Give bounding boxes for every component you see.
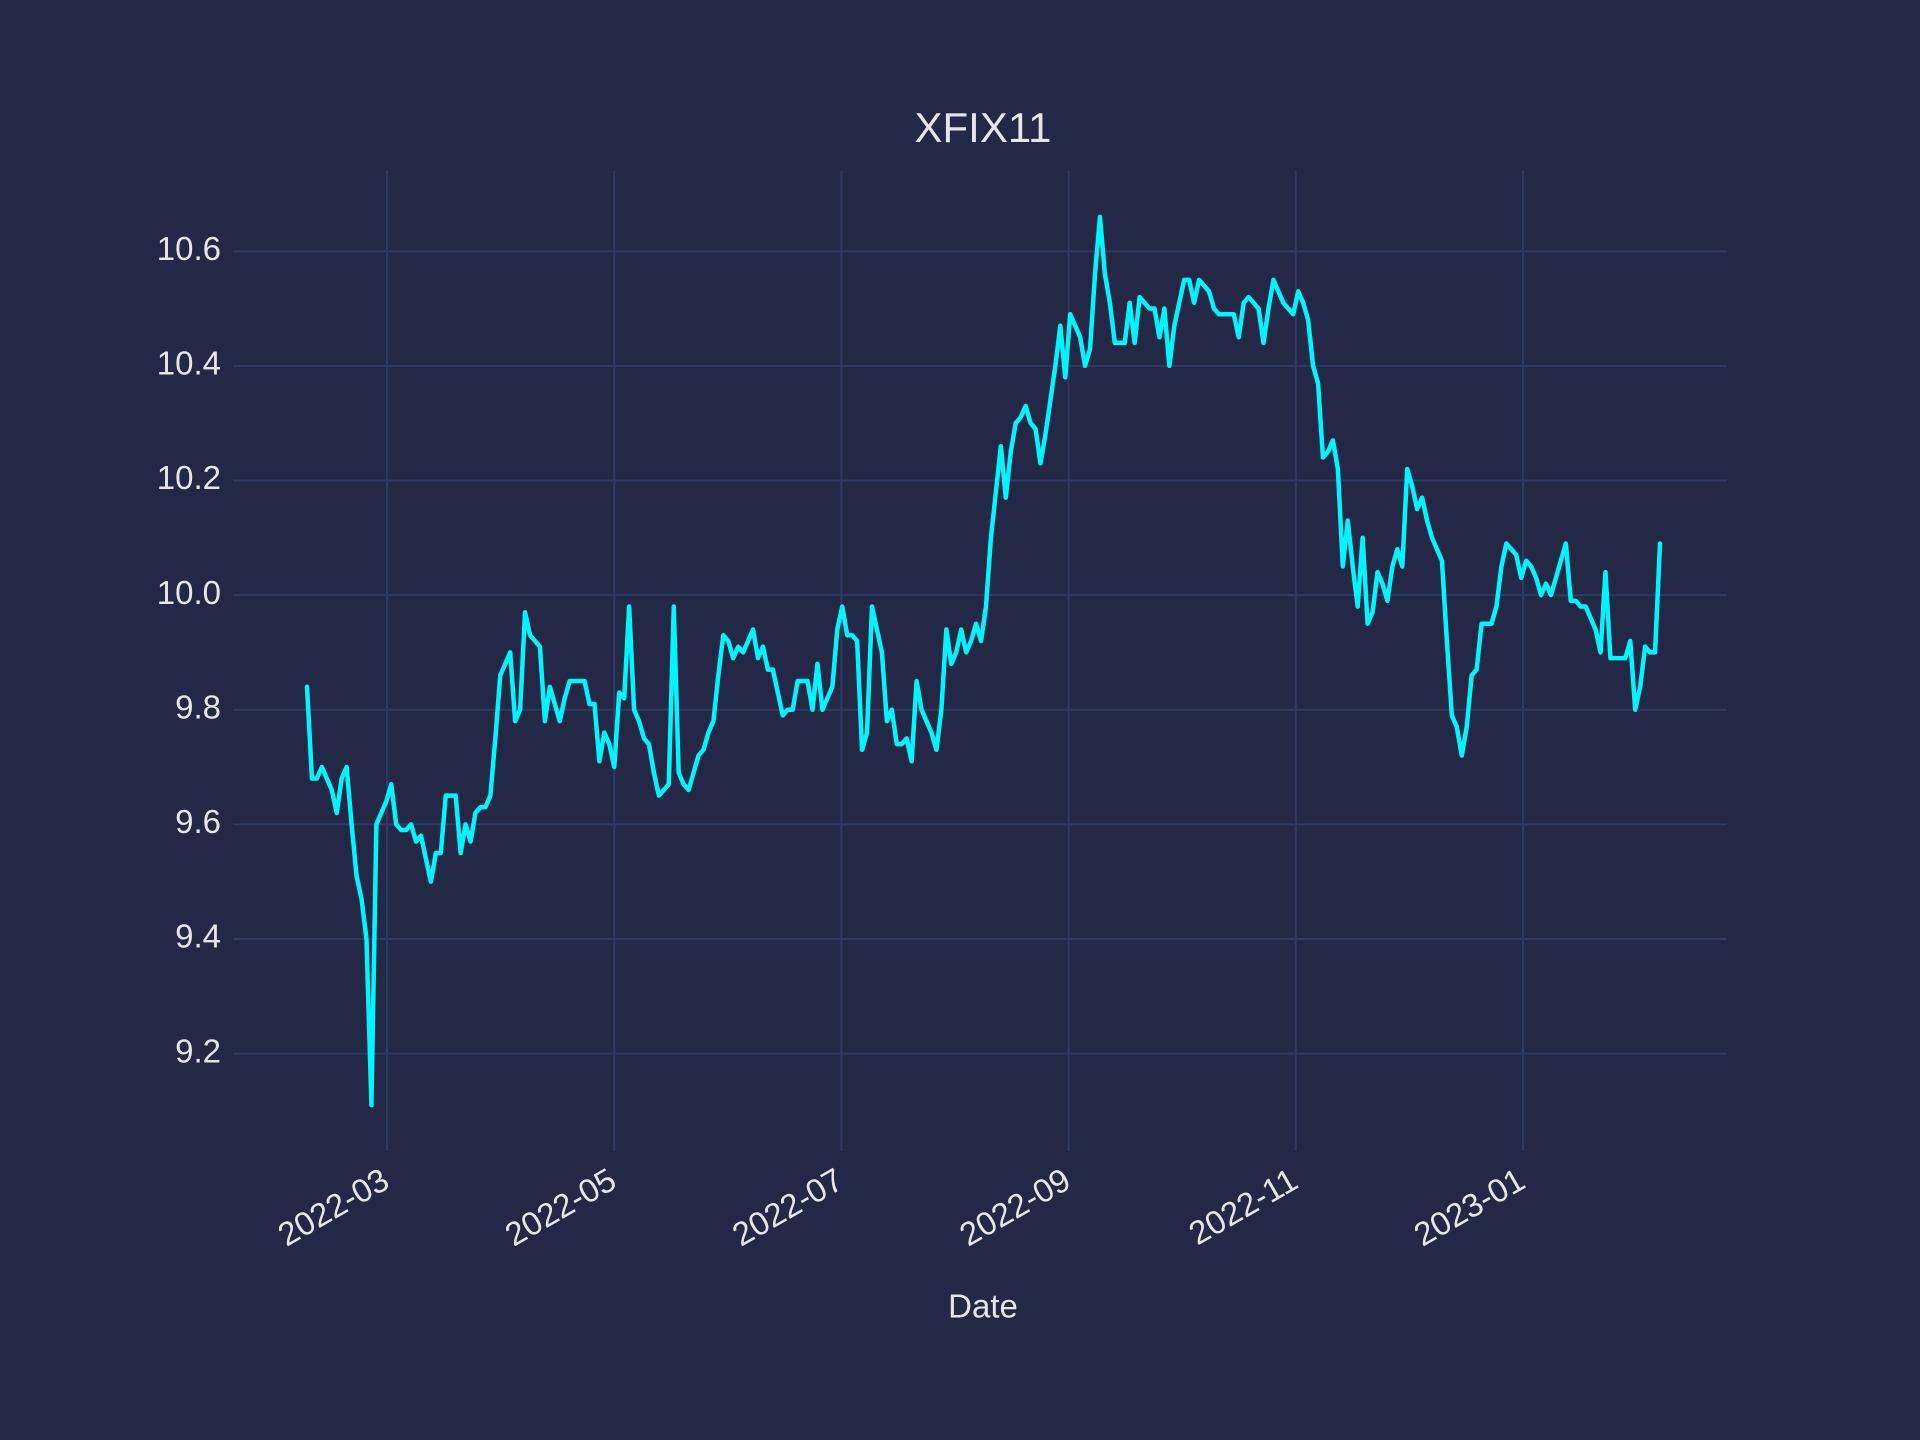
chart-title: XFIX11 <box>915 104 1052 151</box>
y-tick-label: 10.2 <box>157 459 221 496</box>
y-tick-label: 9.2 <box>175 1032 221 1069</box>
y-tick-label: 10.6 <box>157 230 221 267</box>
y-tick-label: 10.0 <box>157 574 221 611</box>
y-tick-label: 9.4 <box>175 918 221 955</box>
y-tick-label: 9.8 <box>175 688 221 725</box>
y-tick-label: 10.4 <box>157 345 221 382</box>
y-tick-label: 9.6 <box>175 803 221 840</box>
x-axis-label: Date <box>948 1288 1018 1325</box>
price-line <box>304 214 1663 1108</box>
